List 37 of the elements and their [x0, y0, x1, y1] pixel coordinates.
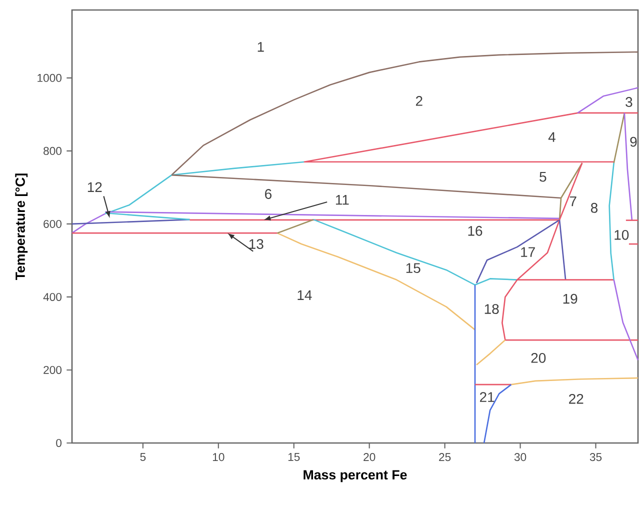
annotation: 17 [521, 247, 535, 257]
x-tick-label: 10 [212, 453, 224, 462]
annotation: 16 [468, 226, 482, 236]
x-tick-label: 30 [514, 453, 526, 462]
y-tick-label: 800 [44, 146, 62, 155]
annotation: 13 [249, 239, 264, 249]
annotation: 8 [590, 202, 598, 213]
annotation: 14 [298, 290, 312, 300]
annotation: 4 [548, 132, 556, 142]
x-tick-label: 15 [288, 453, 300, 461]
annotation: 10 [614, 230, 629, 240]
y-tick-label: 400 [43, 292, 62, 301]
y-tick-label: 0 [56, 438, 62, 448]
x-tick-label: 5 [140, 453, 146, 461]
x-tick-label: 25 [439, 453, 451, 462]
annotation: 21 [480, 392, 494, 402]
annotation: 3 [626, 97, 632, 107]
x-tick-label: 20 [364, 453, 376, 462]
annotation: 19 [563, 294, 578, 304]
y-tick-label: 200 [44, 366, 62, 374]
annotation: 6 [265, 189, 272, 199]
y-tick-label: 600 [44, 220, 62, 228]
annotation: 11 [336, 195, 349, 205]
annotation: 15 [406, 263, 420, 274]
y-axis-title: Temperature [°C] [15, 174, 28, 280]
annotation: 22 [569, 394, 584, 404]
y-tick-label: 1000 [38, 74, 62, 82]
annotation: 12 [88, 182, 102, 192]
annotation: 20 [531, 352, 546, 363]
annotation: 2 [416, 96, 422, 106]
annotation: 18 [484, 304, 499, 314]
x-axis-title: Mass percent Fe [304, 470, 407, 482]
annotation: 5 [540, 172, 546, 182]
annotation: 1 [258, 42, 264, 52]
annotation: 7 [570, 196, 576, 206]
annotation: 9 [630, 136, 637, 147]
x-tick-label: 35 [590, 453, 602, 462]
